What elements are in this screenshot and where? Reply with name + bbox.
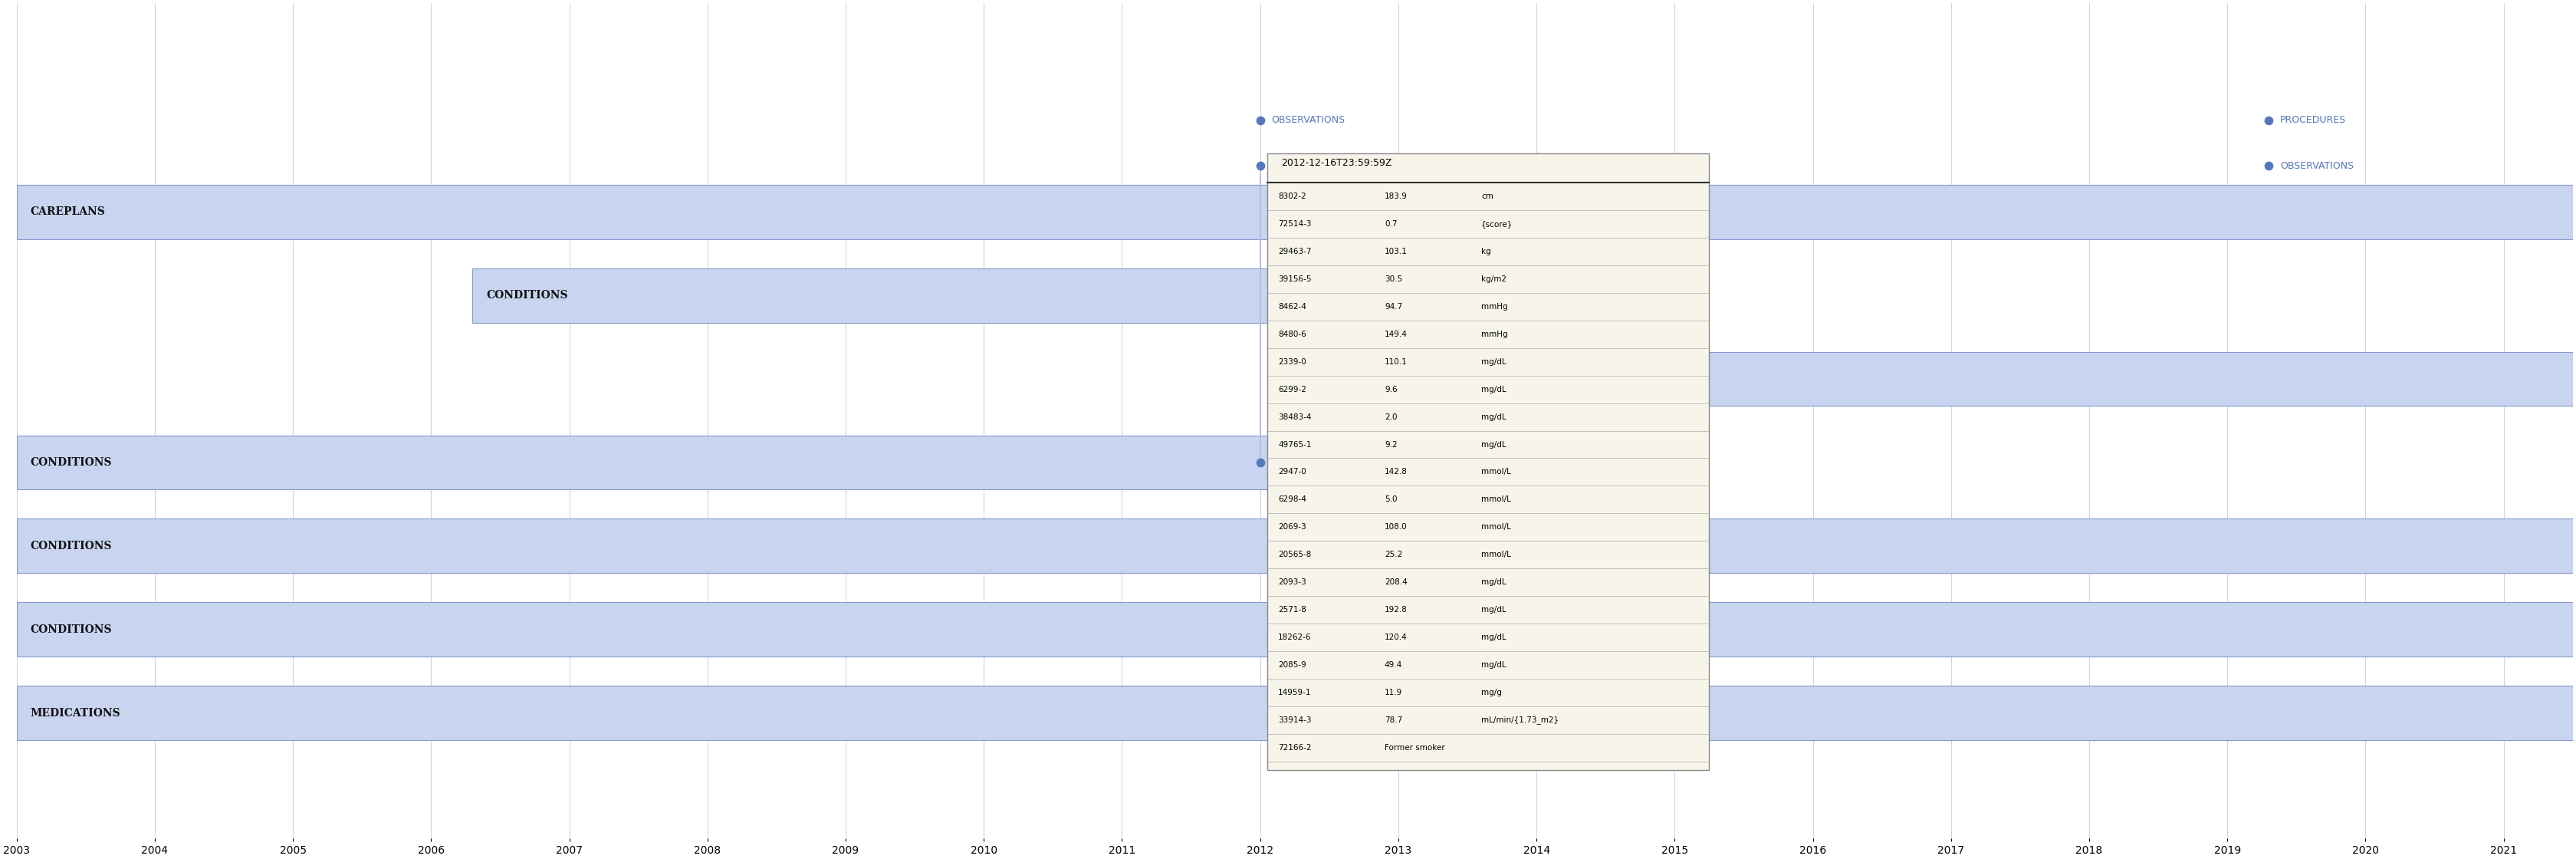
Bar	[15, 185, 2573, 239]
Text: mmol/L: mmol/L	[1481, 523, 1512, 531]
Text: PROCEDURES: PROCEDURES	[2280, 115, 2347, 125]
Bar	[15, 685, 2573, 740]
Text: 110.1: 110.1	[1383, 358, 1406, 366]
Text: CONDIT: CONDIT	[1479, 458, 1517, 467]
Text: 78.7: 78.7	[1383, 716, 1401, 724]
Text: 0.7: 0.7	[1383, 220, 1396, 228]
Bar	[15, 602, 2573, 656]
Text: mg/dL: mg/dL	[1481, 386, 1507, 393]
Text: 25.2: 25.2	[1383, 551, 1401, 558]
Text: 49765-1: 49765-1	[1278, 441, 1311, 448]
Bar	[15, 519, 2573, 573]
Text: mg/dL: mg/dL	[1481, 661, 1507, 668]
Point	[2249, 159, 2290, 173]
Text: cm: cm	[1481, 192, 1494, 200]
Text: 149.4: 149.4	[1383, 331, 1406, 338]
Text: 192.8: 192.8	[1383, 606, 1406, 613]
Text: mg/dL: mg/dL	[1481, 441, 1507, 448]
Text: CONDITIONS: CONDITIONS	[31, 457, 113, 468]
Text: CONDITIONS: CONDITIONS	[487, 290, 569, 301]
Text: 39156-5: 39156-5	[1278, 276, 1311, 283]
Text: kg/m2: kg/m2	[1481, 276, 1507, 283]
Text: {score}: {score}	[1481, 220, 1512, 228]
Text: 2.0: 2.0	[1383, 413, 1396, 421]
Text: 9.2: 9.2	[1383, 441, 1396, 448]
Text: 72514-3: 72514-3	[1278, 220, 1311, 228]
Text: 5.0: 5.0	[1383, 496, 1396, 503]
Text: 14959-1: 14959-1	[1278, 689, 1311, 697]
Text: 8302-2: 8302-2	[1278, 192, 1306, 200]
Text: 8462-4: 8462-4	[1278, 303, 1306, 311]
Text: CAREPLANS: CAREPLANS	[31, 206, 106, 217]
Text: 8480-6: 8480-6	[1278, 331, 1306, 338]
Text: mg/dL: mg/dL	[1481, 413, 1507, 421]
Text: kg: kg	[1481, 247, 1492, 255]
Point	[1239, 159, 1280, 173]
Text: mmHg: mmHg	[1481, 331, 1507, 338]
Text: mg/dL: mg/dL	[1481, 633, 1507, 641]
Text: 120.4: 120.4	[1383, 633, 1406, 641]
Text: mg/dL: mg/dL	[1481, 358, 1507, 366]
Text: 2093-3: 2093-3	[1278, 578, 1306, 586]
Text: OBSERVATIONS: OBSERVATIONS	[1270, 458, 1345, 467]
Text: 18262-6: 18262-6	[1278, 633, 1311, 641]
Text: mmHg: mmHg	[1481, 303, 1507, 311]
Text: 49.4: 49.4	[1383, 661, 1401, 668]
Text: 2085-9: 2085-9	[1278, 661, 1306, 668]
Text: 2571-8: 2571-8	[1278, 606, 1306, 613]
Text: OBSERVATIONS: OBSERVATIONS	[1270, 115, 1345, 125]
Text: OBSERVATIONS: OBSERVATIONS	[2280, 161, 2354, 171]
Text: mg/g: mg/g	[1481, 689, 1502, 697]
Text: mmol/L: mmol/L	[1481, 468, 1512, 476]
Point	[1448, 455, 1489, 469]
Text: 29463-7: 29463-7	[1278, 247, 1311, 255]
Text: MEDICATIONS: MEDICATIONS	[1358, 374, 1448, 384]
Text: 142.8: 142.8	[1383, 468, 1406, 476]
Text: 6299-2: 6299-2	[1278, 386, 1306, 393]
Bar	[1267, 154, 1710, 770]
Text: 72166-2: 72166-2	[1278, 744, 1311, 752]
Text: 208.4: 208.4	[1383, 578, 1406, 586]
Bar	[1342, 352, 2573, 406]
Text: mmol/L: mmol/L	[1481, 551, 1512, 558]
Text: 2339-0: 2339-0	[1278, 358, 1306, 366]
Text: 9.6: 9.6	[1383, 386, 1396, 393]
Text: 33914-3: 33914-3	[1278, 716, 1311, 724]
Text: CONDITIONS: CONDITIONS	[31, 540, 113, 551]
Text: 183.9: 183.9	[1383, 192, 1406, 200]
Text: 108.0: 108.0	[1383, 523, 1406, 531]
Point	[1239, 113, 1280, 127]
Text: mmol/L: mmol/L	[1481, 496, 1512, 503]
Bar	[15, 436, 1535, 490]
Text: OBSERVATIONS: OBSERVATIONS	[1270, 161, 1345, 171]
Text: 2012-12-16T23:59:59Z: 2012-12-16T23:59:59Z	[1280, 158, 1391, 168]
Text: mg/dL: mg/dL	[1481, 578, 1507, 586]
Text: mL/min/{1.73_m2}: mL/min/{1.73_m2}	[1481, 716, 1558, 724]
Text: 103.1: 103.1	[1383, 247, 1406, 255]
Text: 30.5: 30.5	[1383, 276, 1401, 283]
Text: 38483-4: 38483-4	[1278, 413, 1311, 421]
Text: Former smoker: Former smoker	[1383, 744, 1445, 752]
Text: 6298-4: 6298-4	[1278, 496, 1306, 503]
Point	[1239, 455, 1280, 469]
Text: mg/dL: mg/dL	[1481, 606, 1507, 613]
Bar	[471, 268, 1535, 323]
Text: CONDITIONS: CONDITIONS	[31, 624, 113, 635]
Text: 20565-8: 20565-8	[1278, 551, 1311, 558]
Text: MEDICATIONS: MEDICATIONS	[31, 708, 121, 718]
Text: 94.7: 94.7	[1383, 303, 1401, 311]
Text: 2069-3: 2069-3	[1278, 523, 1306, 531]
Point	[2249, 113, 2290, 127]
Text: 2947-0: 2947-0	[1278, 468, 1306, 476]
Text: 11.9: 11.9	[1383, 689, 1401, 697]
